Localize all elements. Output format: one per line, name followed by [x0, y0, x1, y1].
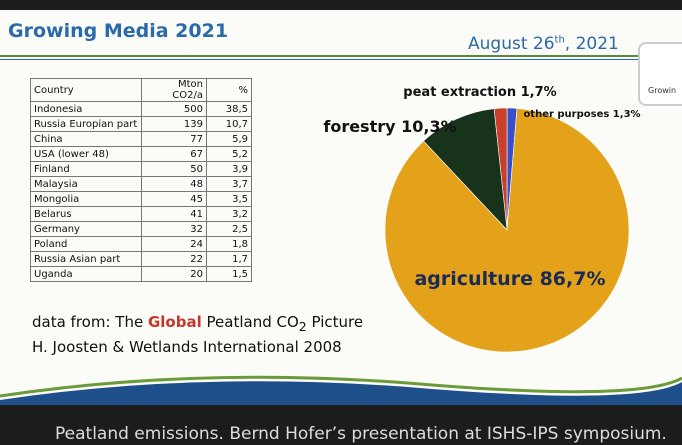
date-day: August 26: [468, 34, 555, 54]
table-row: Belarus 41 3,2: [30, 206, 252, 222]
emissions-table: Country Mton CO2/a% Indonesia 500 38,5 Russia…: [30, 78, 252, 282]
table-cell: Uganda: [30, 266, 142, 282]
table-row: Malaysia 48 3,7: [30, 176, 252, 192]
slide-title: Growing Media 2021: [8, 20, 229, 42]
footer-wave: [0, 375, 682, 405]
pie-slice: [423, 108, 508, 231]
source-text: data from: The: [32, 313, 144, 331]
header-rule: [0, 55, 640, 57]
logo-text: Growin: [648, 86, 677, 95]
source-text: Peatland CO: [206, 313, 299, 331]
date-suffix: th: [554, 34, 565, 46]
source-highlight: Global: [147, 313, 202, 331]
table-row: USA (lower 48) 67 5,2: [30, 146, 252, 162]
table-row: China 77 5,9: [30, 131, 252, 147]
table-row: Poland 24 1,8: [30, 236, 252, 252]
table-row: Russia Asian part 22 1,7: [30, 251, 252, 267]
slide: Growing Media 2021 August 26th, 2021 Gro…: [0, 10, 682, 405]
table-cell: 1,5: [206, 266, 252, 282]
slice-label: other purposes 1,3%: [523, 109, 640, 120]
slice-label: peat extraction 1,7%: [403, 85, 556, 100]
source-line: data from: The Global Peatland CO2 Pictu…: [32, 312, 363, 337]
header-cell: Mton CO2/a: [141, 78, 207, 102]
pie-chart: other purposes 1,3% peat extraction 1,7% f…: [323, 85, 641, 353]
logo: Growin: [638, 42, 682, 106]
table-row: Mongolia 45 3,5: [30, 191, 252, 207]
source: data from: The Global Peatland CO2 Pictu…: [32, 312, 363, 357]
date-year: , 2021: [564, 34, 619, 54]
pie-slice: [384, 108, 630, 353]
slice-label: forestry 10,3%: [323, 117, 456, 136]
header-rule: [0, 59, 640, 60]
table-row: Finland 50 3,9: [30, 161, 252, 177]
source-line: H. Joosten & Wetlands International 2008: [32, 338, 342, 356]
caption: Peatland emissions. Bernd Hofer’s presen…: [55, 424, 667, 444]
header-cell: %: [206, 78, 252, 102]
source-text: Picture: [311, 313, 364, 331]
source-subscript: 2: [298, 319, 307, 334]
slide-date: August 26th, 2021: [468, 34, 619, 54]
slice-label: agriculture 86,7%: [414, 268, 605, 290]
table-row: Uganda 20 1,5: [30, 266, 252, 282]
